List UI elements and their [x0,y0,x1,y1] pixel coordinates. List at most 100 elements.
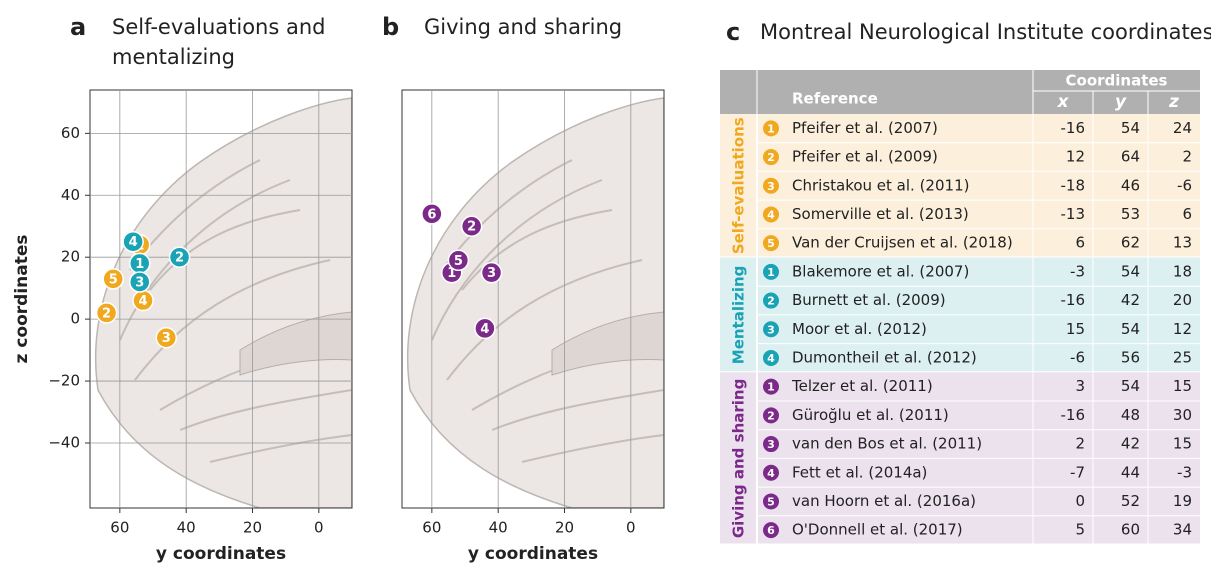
header-cell: Coordinates [1066,72,1168,90]
coordinate-cell: 62 [1121,234,1140,252]
reference: Somerville et al. (2013) [792,205,969,223]
title-line: Self-evaluations and [112,15,326,39]
row-number: 1 [767,381,775,394]
coordinate-cell: 2 [1182,148,1192,166]
figure: aSelf-evaluations andmentalizing6040200y… [0,0,1211,565]
reference: Pfeifer et al. (2009) [792,148,938,166]
point-number: 4 [129,235,138,250]
reference: O'Donnell et al. (2017) [792,521,963,539]
coordinate-cell: 42 [1121,435,1140,453]
coordinate-cell: -3 [1177,463,1192,481]
title-line: mentalizing [112,45,235,69]
x-tick-label: 0 [626,519,636,537]
coordinate-cell: 42 [1121,291,1140,309]
coordinate-cell: 3 [1075,377,1085,395]
x-tick-label: 20 [243,519,262,537]
point-number: 2 [175,251,184,266]
y-tick-label: −20 [48,372,80,390]
coordinate-cell: 44 [1121,463,1140,481]
row-number: 3 [767,323,775,336]
point-number: 4 [139,294,148,309]
coordinate-cell: 2 [1075,435,1085,453]
reference: Dumontheil et al. (2012) [792,348,977,366]
row-number: 5 [767,237,775,250]
table-title: Montreal Neurological Institute coordina… [760,20,1211,44]
point-number: 5 [109,272,118,287]
point-number: 1 [135,257,144,272]
coordinate-cell: -6 [1177,176,1192,194]
coordinate-cell: 46 [1121,176,1140,194]
coordinate-cell: 18 [1173,262,1192,280]
point-number: 5 [454,254,463,269]
row-number: 2 [767,151,775,164]
panel-title: Giving and sharing [424,15,622,39]
reference: Telzer et al. (2011) [791,377,933,395]
coordinate-cell: 15 [1066,320,1085,338]
point-number: 2 [467,220,476,235]
header-cell: z [1168,92,1179,112]
reference: van Hoorn et al. (2016a) [792,492,976,510]
coordinate-cell: -16 [1061,291,1086,309]
coordinate-cell: 12 [1173,320,1192,338]
coordinate-cell: 54 [1121,119,1140,137]
row-number: 4 [767,352,775,365]
coordinate-cell: 19 [1173,492,1192,510]
coordinate-cell: 15 [1173,435,1192,453]
header-cell: y [1115,92,1127,112]
y-axis-label: z coordinates [12,235,32,364]
row-number: 1 [767,266,775,279]
point-number: 4 [480,322,489,337]
brain-b [408,98,664,508]
coordinate-cell: -3 [1070,262,1085,280]
coordinate-cell: -18 [1061,176,1086,194]
row-number: 2 [767,295,775,308]
x-tick-label: 0 [314,519,324,537]
row-number: 3 [767,438,775,451]
panel-title: Self-evaluations and mentalizing [112,15,326,69]
coordinate-cell: 54 [1121,262,1140,280]
coordinate-cell: 48 [1121,406,1140,424]
row-number: 6 [767,524,775,537]
x-tick-label: 60 [110,519,129,537]
x-tick-label: 40 [489,519,508,537]
point-number: 6 [427,207,436,222]
reference: Pfeifer et al. (2007) [792,119,938,137]
coordinate-cell: 12 [1066,148,1085,166]
reference: van den Bos et al. (2011) [792,435,982,453]
coordinate-cell: 54 [1121,377,1140,395]
reference: Blakemore et al. (2007) [792,262,969,280]
point-number: 3 [135,275,144,290]
reference: Fett et al. (2014a) [792,463,927,481]
coordinate-cell: 60 [1121,521,1140,539]
coordinate-cell: 13 [1173,234,1192,252]
coordinate-cell: 5 [1075,521,1085,539]
reference: Burnett et al. (2009) [792,291,946,309]
group-label: Self-evaluations [730,117,748,254]
row-number: 3 [767,180,775,193]
y-tick-label: −40 [48,433,80,451]
coordinate-cell: -16 [1061,406,1086,424]
coordinate-cell: 56 [1121,348,1140,366]
y-tick-label: 40 [61,186,80,204]
coordinate-cell: -7 [1070,463,1085,481]
coordinate-cell: 15 [1173,377,1192,395]
x-tick-label: 60 [422,519,441,537]
coordinate-cell: 64 [1121,148,1140,166]
coordinate-cell: 0 [1075,492,1085,510]
coordinate-cell: 54 [1121,320,1140,338]
row-number: 5 [767,495,775,508]
coordinate-cell: 30 [1173,406,1192,424]
x-axis-label: y coordinates [156,544,286,564]
x-axis-label: y coordinates [468,544,598,564]
coordinate-cell: 52 [1121,492,1140,510]
coordinate-cell: 24 [1173,119,1192,137]
group-label: Giving and sharing [730,379,748,538]
y-tick-label: 20 [61,248,80,266]
coordinate-cell: 25 [1173,348,1192,366]
coordinate-cell: 6 [1182,205,1192,223]
reference: Moor et al. (2012) [792,320,927,338]
panel-letter: b [382,13,399,41]
reference: Van der Cruijsen et al. (2018) [792,234,1013,252]
y-tick-label: 0 [70,310,80,328]
point-number: 3 [162,331,171,346]
